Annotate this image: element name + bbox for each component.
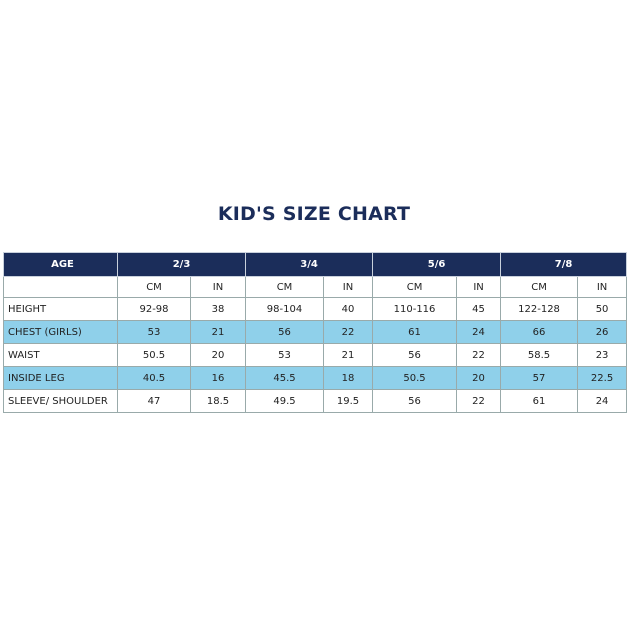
cell: 53 — [245, 343, 325, 367]
cell: 22 — [456, 389, 502, 413]
data-row: WAIST 50.5 20 53 21 56 22 58.5 23 — [3, 343, 628, 367]
row-label: SLEEVE/ SHOULDER — [3, 389, 118, 413]
cell: 45 — [456, 297, 502, 321]
header-row: AGE 2/3 3/4 5/6 7/8 — [3, 252, 628, 277]
cell: 16 — [189, 366, 247, 390]
cell: 23 — [577, 343, 628, 367]
row-label: INSIDE LEG — [3, 366, 118, 390]
cell: 20 — [456, 366, 502, 390]
cell: 22.5 — [577, 366, 628, 390]
cell: 47 — [117, 389, 191, 413]
header-label: AGE — [3, 252, 118, 277]
unit: CM — [372, 276, 458, 298]
cell: 40 — [323, 297, 374, 321]
cell: 50 — [577, 297, 628, 321]
cell: 58.5 — [500, 343, 579, 367]
row-label: HEIGHT — [3, 297, 118, 321]
cell: 22 — [323, 320, 374, 344]
data-row: CHEST (GIRLS) 53 21 56 22 61 24 66 26 — [3, 320, 628, 344]
cell: 18.5 — [189, 389, 247, 413]
unit: CM — [500, 276, 579, 298]
cell: 98-104 — [245, 297, 325, 321]
data-row: SLEEVE/ SHOULDER 47 18.5 49.5 19.5 56 22 61 24 — [3, 389, 628, 413]
cell: 40.5 — [117, 366, 191, 390]
cell: 50.5 — [117, 343, 191, 367]
cell: 92-98 — [117, 297, 191, 321]
cell: 110-116 — [372, 297, 458, 321]
cell: 38 — [189, 297, 247, 321]
cell: 21 — [323, 343, 374, 367]
unit: IN — [323, 276, 374, 298]
age-group: 7/8 — [500, 252, 628, 277]
age-group: 2/3 — [116, 252, 247, 277]
cell: 56 — [245, 320, 325, 344]
units-row: CM IN CM IN CM IN CM IN — [3, 276, 628, 298]
empty-cell — [3, 276, 118, 298]
cell: 49.5 — [245, 389, 325, 413]
cell: 61 — [372, 320, 458, 344]
cell: 53 — [117, 320, 191, 344]
cell: 18 — [323, 366, 374, 390]
cell: 45.5 — [245, 366, 325, 390]
cell: 26 — [577, 320, 628, 344]
cell: 22 — [456, 343, 502, 367]
cell: 24 — [577, 389, 628, 413]
row-label: WAIST — [3, 343, 118, 367]
cell: 20 — [189, 343, 247, 367]
cell: 21 — [189, 320, 247, 344]
unit: IN — [456, 276, 502, 298]
cell: 66 — [500, 320, 579, 344]
unit: CM — [245, 276, 325, 298]
age-group: 3/4 — [245, 252, 374, 277]
cell: 19.5 — [323, 389, 374, 413]
cell: 24 — [456, 320, 502, 344]
unit: IN — [189, 276, 247, 298]
cell: 50.5 — [372, 366, 458, 390]
cell: 122-128 — [500, 297, 579, 321]
cell: 56 — [372, 343, 458, 367]
title: KID'S SIZE CHART — [217, 203, 411, 225]
data-row: HEIGHT 92-98 38 98-104 40 110-116 45 122-128 50 — [3, 297, 628, 321]
cell: 61 — [500, 389, 579, 413]
cell: 56 — [372, 389, 458, 413]
data-row: INSIDE LEG 40.5 16 45.5 18 50.5 20 57 22.5 — [3, 366, 628, 390]
age-group: 5/6 — [372, 252, 502, 277]
size-table: AGE 2/3 3/4 5/6 7/8 CM IN CM IN CM IN CM IN HEIGHT 92-… — [3, 252, 628, 413]
row-label: CHEST (GIRLS) — [3, 320, 118, 344]
unit: IN — [577, 276, 628, 298]
cell: 57 — [500, 366, 579, 390]
unit: CM — [117, 276, 191, 298]
